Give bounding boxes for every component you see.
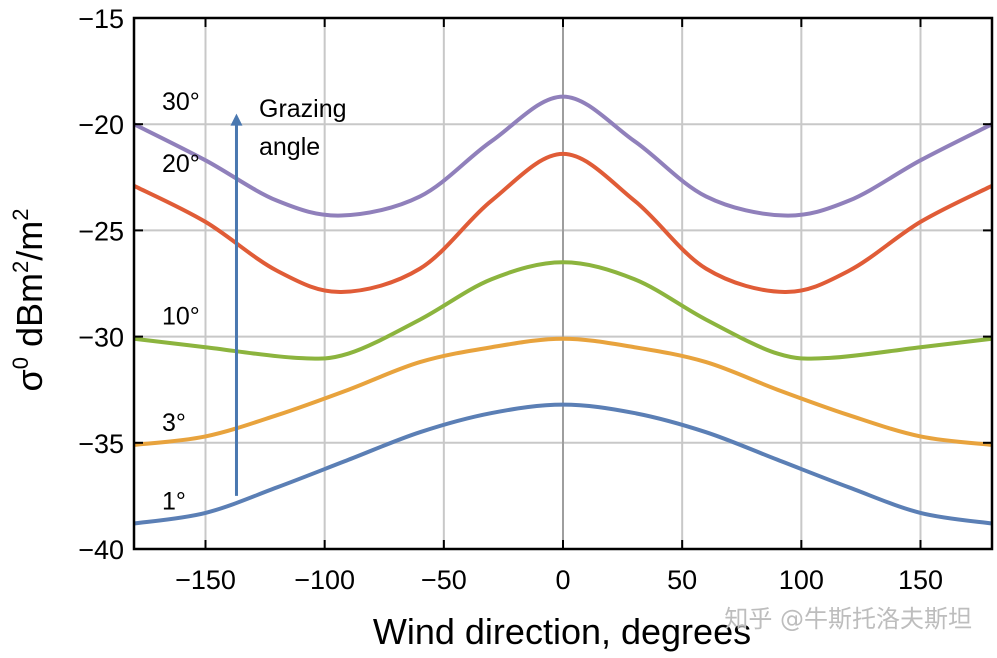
ticks: −150 −100 −50 0 50 100 150 −15 −20 −25 −30 −35 −40 xyxy=(78,4,992,595)
y-axis-title: σ0 dBm2/m2 xyxy=(8,209,50,392)
x-tick-label: −50 xyxy=(421,565,467,595)
series-label: 20° xyxy=(162,150,200,178)
series-line-30deg xyxy=(133,94,993,218)
y-tick-label: −35 xyxy=(78,429,124,459)
y-tick-label: −15 xyxy=(78,4,124,34)
y-axis-title-sup0: 0 xyxy=(8,357,33,369)
series-label: 1° xyxy=(162,488,186,516)
arrow-head xyxy=(230,113,243,126)
series-group xyxy=(133,94,993,526)
x-tick-label: −150 xyxy=(175,565,236,595)
y-tick-label: −40 xyxy=(78,535,124,565)
series-label: 3° xyxy=(162,409,186,437)
y-axis-title-sigma: σ xyxy=(9,369,50,391)
y-axis-title-sup2b: 2 xyxy=(8,209,33,221)
series-label: 30° xyxy=(162,88,200,116)
y-tick-label: −20 xyxy=(78,110,124,140)
x-tick-label: 50 xyxy=(667,565,697,595)
series-line-3deg xyxy=(133,336,993,447)
x-tick-label: 100 xyxy=(779,565,824,595)
x-tick-label: 150 xyxy=(898,565,943,595)
series-line-20deg xyxy=(133,151,993,294)
arrow-label-line2: angle xyxy=(259,133,320,161)
y-tick-label: −25 xyxy=(78,216,124,246)
series-line-10deg xyxy=(133,260,993,361)
grazing-angle-arrow xyxy=(230,113,243,496)
series-labels: 1° 3° 10° 20° 30° xyxy=(162,88,200,515)
x-axis-title: Wind direction, degrees xyxy=(373,611,751,652)
series-label: 10° xyxy=(162,303,200,331)
arrow-label-line1: Grazing xyxy=(259,95,347,123)
watermark: 知乎 @牛斯托洛夫斯坦 xyxy=(724,605,972,633)
x-tick-label: 0 xyxy=(555,565,570,595)
x-tick-label: −100 xyxy=(294,565,355,595)
y-axis-title-unit: dBm xyxy=(9,273,50,357)
y-axis-title-per: /m xyxy=(9,221,50,261)
y-tick-label: −30 xyxy=(78,323,124,353)
series-line-1deg xyxy=(133,402,993,526)
y-axis-title-sup2a: 2 xyxy=(8,261,33,273)
